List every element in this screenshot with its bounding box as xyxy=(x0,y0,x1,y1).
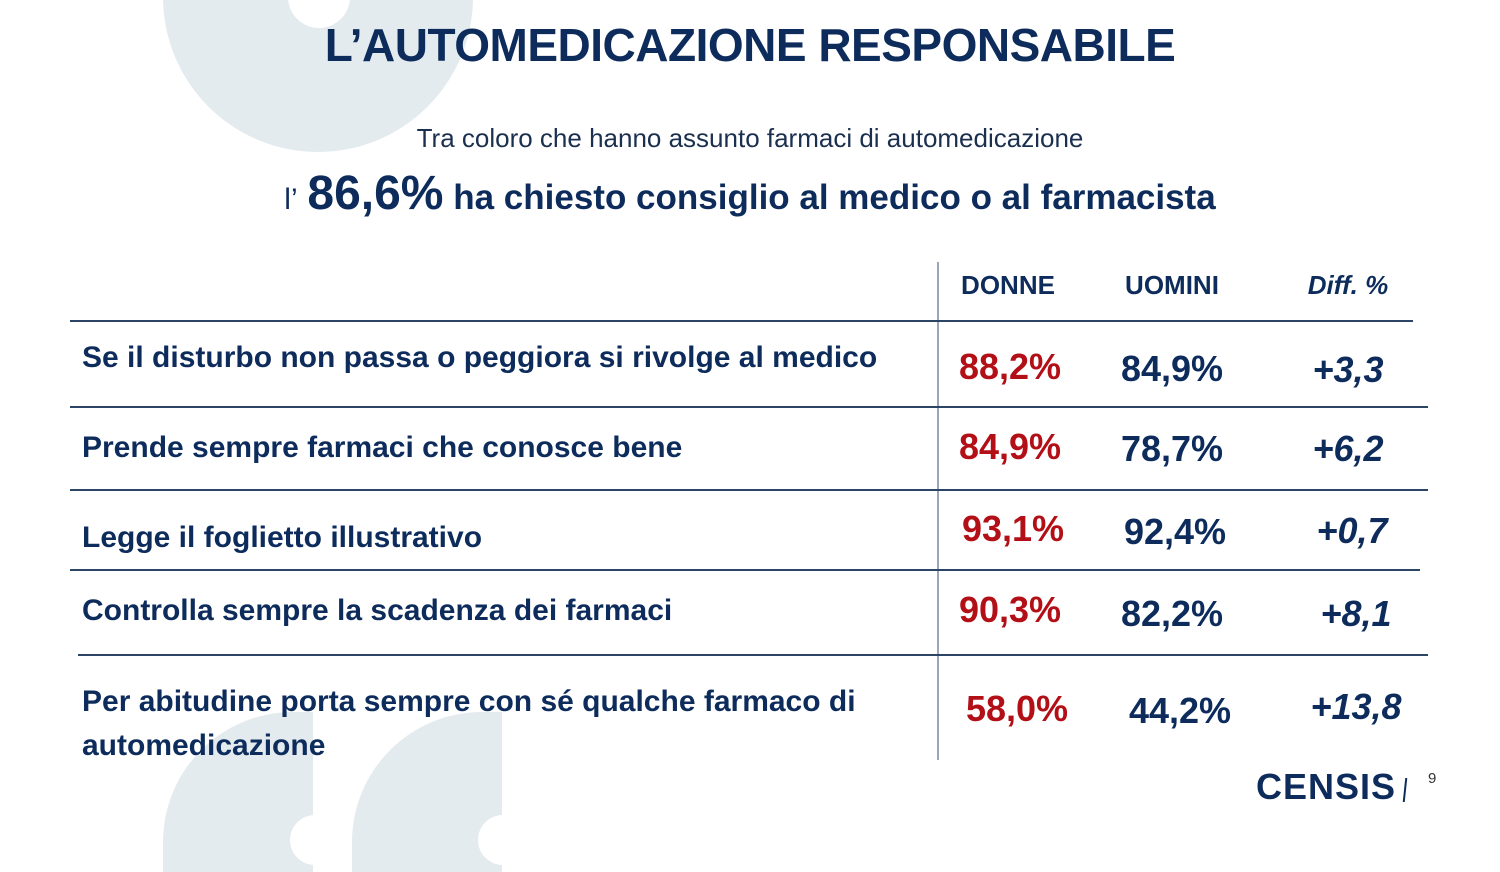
table-cell-donne: 84,9% xyxy=(958,426,1062,467)
table-cell-diff: +3,3 xyxy=(1312,349,1384,390)
logo-separator xyxy=(1402,778,1408,802)
slide-subtitle: Tra coloro che hanno assunto farmaci di … xyxy=(416,123,1084,153)
headline-text: ha chiesto consiglio al medico o al farm… xyxy=(453,178,1216,217)
table-row-label: Per abitudine porta sempre con sé qualch… xyxy=(82,685,856,762)
table-cell-donne: 58,0% xyxy=(965,688,1069,729)
decorative-quote-hole-left xyxy=(290,815,340,865)
table-cell-diff: +13,8 xyxy=(1310,686,1402,727)
headline: l’ 86,6% ha chiesto consiglio al medico … xyxy=(0,166,1500,221)
row-divider xyxy=(70,569,1420,571)
table-row-label: Controlla sempre la scadenza dei farmaci xyxy=(82,594,673,627)
row-divider xyxy=(70,406,1428,408)
column-header-uomini: UOMINI xyxy=(1125,270,1219,300)
table-cell-diff: +8,1 xyxy=(1320,593,1392,634)
row-divider xyxy=(78,654,1428,656)
table-cell-diff: +6,2 xyxy=(1312,428,1384,469)
table-cell-donne: 93,1% xyxy=(961,508,1065,549)
table-column-divider xyxy=(937,262,939,760)
decorative-quote-hole-right xyxy=(478,815,528,865)
table-cell-diff: +0,7 xyxy=(1316,510,1388,551)
table-cell-uomini: 92,4% xyxy=(1123,511,1227,552)
row-divider xyxy=(70,320,1413,322)
column-header-donne: DONNE xyxy=(961,270,1055,300)
table-cell-uomini: 44,2% xyxy=(1128,690,1232,731)
column-header-diff: Diff. % xyxy=(1307,270,1389,300)
table-cell-donne: 88,2% xyxy=(958,346,1062,387)
table-cell-uomini: 84,9% xyxy=(1120,348,1224,389)
table-cell-uomini: 82,2% xyxy=(1120,593,1224,634)
table-row-label: Se il disturbo non passa o peggiora si r… xyxy=(82,341,878,374)
censis-logo: CENSIS xyxy=(1256,766,1397,807)
headline-value: 86,6% xyxy=(307,167,444,220)
table-cell-donne: 90,3% xyxy=(958,589,1062,630)
page-number: 9 xyxy=(1428,770,1437,787)
slide-title: L’AUTOMEDICAZIONE RESPONSABILE xyxy=(324,19,1176,71)
row-divider xyxy=(70,489,1428,491)
table-cell-uomini: 78,7% xyxy=(1120,428,1224,469)
table-row-label: Prende sempre farmaci che conosce bene xyxy=(82,431,683,464)
headline-prefix: l’ xyxy=(284,183,298,216)
table-row-label: Legge il foglietto illustrativo xyxy=(82,521,483,554)
